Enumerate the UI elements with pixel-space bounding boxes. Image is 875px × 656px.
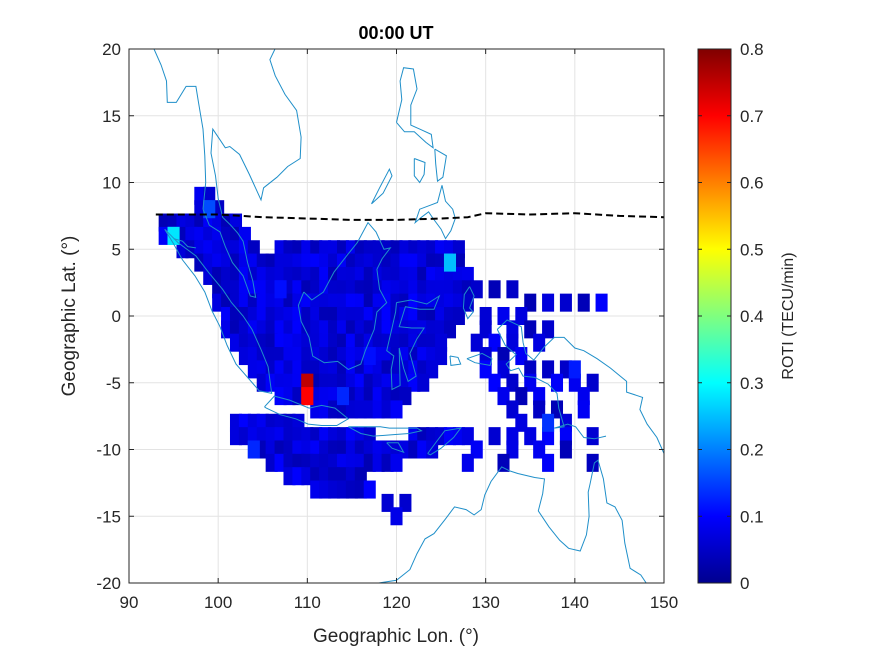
x-tick-label: 140 [561, 593, 589, 612]
roti-cell [559, 440, 572, 459]
dip-equator-line [155, 212, 664, 221]
coastline [264, 395, 350, 426]
chart-title: 00:00 UT [358, 23, 433, 43]
coastline [413, 158, 426, 184]
dip-equator [155, 212, 664, 221]
x-tick-label: 150 [650, 593, 678, 612]
coastline [496, 329, 607, 440]
x-axis-ticks: 90 100 110 120 130 140 150 [120, 49, 678, 612]
coastline [427, 427, 462, 456]
x-tick-label: 110 [294, 593, 321, 612]
plot-area: 90 100 110 120 130 140 150 20 15 10 5 0 -5 -10 -15 -20 [96, 40, 678, 612]
colorbar-tick-label: 0.7 [740, 107, 764, 126]
y-axis-ticks: 20 15 10 5 0 -5 -10 -15 -20 [96, 40, 664, 593]
y-tick-label: 10 [102, 174, 121, 193]
roti-cell [363, 347, 376, 366]
colorbar-tick-label: 0.4 [740, 307, 764, 326]
y-tick-label: 20 [102, 40, 121, 59]
y-tick-label: 15 [102, 107, 121, 126]
roti-cell [542, 453, 555, 472]
y-axis-label: Geographic Lat. (°) [59, 236, 80, 397]
coastline [449, 355, 462, 366]
roti-cell [533, 333, 546, 352]
roti-cell [167, 226, 180, 245]
coastline [371, 168, 393, 205]
coastline [496, 319, 664, 454]
colorbar-tick-label: 0.1 [740, 507, 764, 526]
coastlines [153, 49, 664, 583]
coastline [386, 294, 441, 391]
roti-cell [417, 373, 430, 392]
x-axis-label: Geographic Lon. (°) [313, 626, 479, 647]
colorbar-gradient [697, 48, 732, 584]
roti-cell [497, 453, 510, 472]
roti-cell [390, 507, 403, 526]
coastline [434, 148, 447, 183]
coastline [297, 221, 392, 370]
y-tick-label: 0 [112, 307, 121, 326]
x-tick-label: 120 [382, 593, 410, 612]
x-tick-label: 130 [471, 593, 499, 612]
coastline [466, 352, 493, 366]
roti-cell [461, 453, 474, 472]
x-tick-label: 90 [120, 593, 139, 612]
colorbar-tick-label: 0.5 [740, 240, 764, 259]
roti-cell [274, 280, 287, 299]
roti-cell [577, 400, 590, 419]
y-tick-label: -5 [106, 374, 121, 393]
roti-cell [390, 453, 403, 472]
colorbar: 0.8 0.7 0.6 0.5 0.4 0.3 0.2 0.1 0 ROTI (TECU/min… [697, 40, 797, 593]
colorbar-tick-label: 0.2 [740, 441, 764, 460]
roti-cell [488, 280, 501, 299]
roti-cell [550, 373, 564, 392]
coastline [202, 49, 302, 298]
roti-cell [577, 293, 590, 312]
roti-cell [488, 427, 501, 446]
coastline [378, 459, 647, 583]
coastline [348, 426, 423, 437]
colorbar-tick-label: 0.6 [740, 174, 764, 193]
coastline [173, 238, 196, 249]
y-tick-label: -10 [96, 441, 121, 460]
roti-cell [363, 480, 376, 499]
roti-cell [586, 427, 599, 446]
colorbar-tick-label: 0.8 [740, 40, 764, 59]
roti-cell [247, 440, 260, 459]
roti-cell [336, 387, 350, 406]
coastline [396, 67, 434, 149]
x-tick-label: 100 [204, 593, 232, 612]
roti-cell [568, 360, 581, 379]
roti-cell [542, 293, 555, 312]
coastline [462, 286, 475, 320]
roti-cell [559, 293, 572, 312]
colorbar-ticks: 0.8 0.7 0.6 0.5 0.4 0.3 0.2 0.1 0 [698, 40, 764, 593]
coastline [164, 228, 273, 395]
colorbar-tick-label: 0.3 [740, 374, 764, 393]
roti-cell [426, 440, 439, 459]
coastline [386, 442, 405, 454]
y-tick-label: -20 [96, 574, 121, 593]
y-tick-label: -15 [96, 507, 121, 526]
colorbar-label: ROTI (TECU/min) [780, 252, 797, 379]
roti-cell [506, 280, 519, 299]
colorbar-tick-label: 0 [740, 574, 749, 593]
coastline [153, 49, 207, 210]
y-tick-label: 5 [112, 240, 121, 259]
roti-cell [595, 293, 608, 312]
roti-cell [301, 387, 314, 406]
roti-cell [586, 453, 599, 472]
roti-cell [390, 400, 403, 419]
roti-cell [542, 413, 555, 432]
roti-cell [443, 253, 457, 272]
